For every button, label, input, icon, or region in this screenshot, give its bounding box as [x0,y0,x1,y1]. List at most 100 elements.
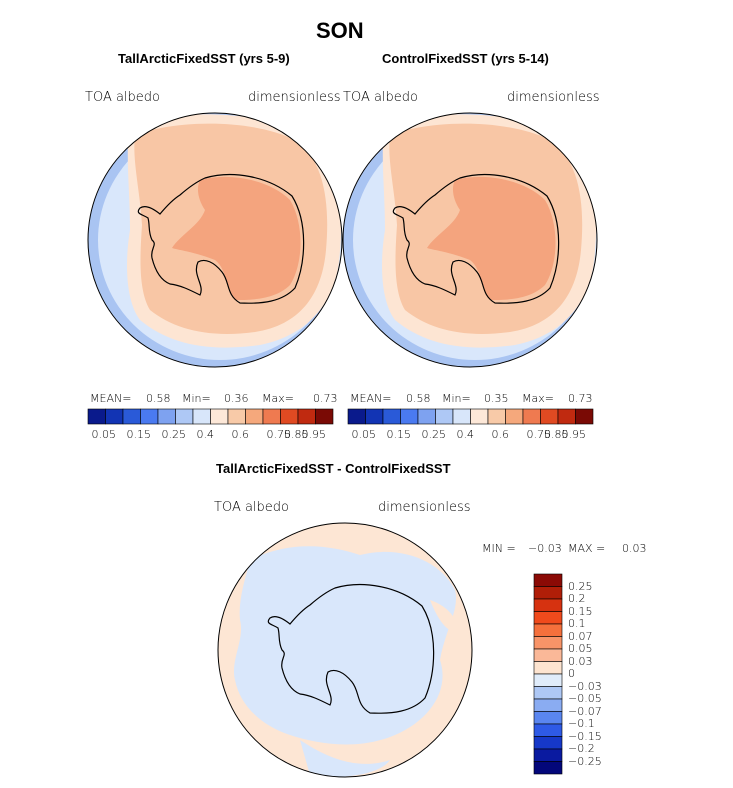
colorbar-right-swatch [505,408,524,425]
colorbar-right-swatch [452,408,471,425]
colorbar-right-swatch [400,408,419,425]
colorbar-left-swatch [297,408,316,425]
colorbar-right-swatch [540,408,559,425]
colorbar-right-swatch [347,408,366,425]
coastline-right [392,173,560,304]
difference-min-value: −0.03 [528,542,562,555]
colorbar-right-tick-label: 0.05 [351,428,377,441]
panel-left-min-value: 0.36 [224,392,249,405]
colorbar-left-tick-label: 0.05 [91,428,117,441]
colorbar-right-swatch [575,408,594,425]
panel-right-mean-label: MEAN= [350,392,392,405]
colorbar-left-swatch [227,408,246,425]
colorbar-difference-tick-label: 0.25 [568,579,593,593]
colorbar-difference-swatch [533,723,563,737]
colorbar-difference-swatch [533,623,563,637]
colorbar-left-swatch [140,408,159,425]
colorbar-left-tick-label: 0.6 [231,428,250,441]
difference-max-value: 0.03 [622,542,647,555]
colorbar-difference-swatch [533,673,563,687]
panel-right-mean-value: 0.58 [406,392,431,405]
colorbar-left-tick-label: 0.4 [196,428,215,441]
colorbar-right-swatch [487,408,506,425]
colorbar-difference-swatch [533,648,563,662]
panel-right-title: ControlFixedSST (yrs 5-14) [382,51,549,66]
panel-left-variable: TOA albedo [85,90,161,105]
colorbar-difference-tick-label: −0.2 [568,742,595,755]
map-left-border [87,112,343,368]
colorbar-left-tick-label: 0.95 [301,428,327,441]
panel-left-min-label: Min= [182,392,211,405]
colorbar-left-swatch [192,408,211,425]
colorbar-difference-swatch [533,711,563,725]
colorbar-difference-swatch [533,661,563,675]
colorbar-difference-tick-label: 0 [568,667,575,680]
colorbar-difference-tick-label: 0.03 [568,654,593,668]
colorbar-left-swatch [262,408,281,425]
colorbar-difference-swatch [533,586,563,600]
colorbar-left-swatch [122,408,141,425]
colorbar-difference [533,573,563,775]
map-difference [218,523,472,777]
difference-max-label: MAX = [568,542,606,555]
colorbar-difference-swatch [533,598,563,612]
panel-right-max-value: 0.73 [568,392,593,405]
colorbar-difference-tick-label: −0.25 [568,754,602,768]
colorbar-difference-swatch [533,736,563,750]
panel-left-mean-label: MEAN= [90,392,132,405]
colorbar-left [87,408,334,425]
colorbar-right-swatch [382,408,401,425]
colorbar-difference-tick-label: 0.1 [568,617,586,630]
colorbar-right-tick-label: 0.75 [526,428,552,441]
difference-variable: TOA albedo [214,500,290,515]
colorbar-difference-swatch [533,611,563,625]
colorbar-difference-swatch [533,636,563,650]
colorbar-right-swatch [417,408,436,425]
colorbar-left-tick-label: 0.75 [266,428,292,441]
colorbar-difference-tick-label: −0.05 [568,692,602,705]
coastline-difference [267,583,435,714]
colorbar-difference-tick-label: −0.1 [568,717,595,730]
panel-left-mean-value: 0.58 [146,392,171,405]
colorbar-difference-tick-label: 0.2 [568,592,586,605]
panel-right-min-label: Min= [442,392,471,405]
colorbar-left-tick-label: 0.85 [284,428,309,441]
map-difference-border [217,522,473,778]
colorbar-left-swatch [315,408,334,425]
colorbar-right-tick-label: 0.95 [561,428,587,441]
colorbar-left-swatch [157,408,176,425]
panel-left-units: dimensionless [248,90,341,105]
panel-right-min-value: 0.35 [484,392,509,405]
coastline-left [137,173,305,304]
colorbar-right-swatch [365,408,384,425]
panel-right-units: dimensionless [507,90,600,105]
colorbar-right-tick-label: 0.6 [491,428,510,441]
colorbar-difference-tick-label: −0.03 [568,679,602,693]
map-left [88,113,342,367]
colorbar-left-swatch [280,408,299,425]
colorbar-difference-tick-label: −0.15 [568,729,602,743]
colorbar-right-tick-label: 0.4 [456,428,475,441]
figure-title: SON [316,18,364,43]
colorbar-left-swatch [87,408,106,425]
panel-left-title: TallArcticFixedSST (yrs 5-9) [118,51,290,66]
difference-min-label: MIN = [482,542,516,555]
colorbar-difference-swatch [533,748,563,762]
panel-right-variable: TOA albedo [343,90,419,105]
colorbar-difference-tick-label: 0.05 [568,642,593,655]
colorbar-difference-swatch [533,573,563,587]
colorbar-difference-swatch [533,761,563,775]
map-right-border [342,112,598,368]
colorbar-left-swatch [175,408,194,425]
map-right [343,113,597,367]
colorbar-right-swatch [470,408,489,425]
difference-title: TallArcticFixedSST - ControlFixedSST [216,461,451,476]
colorbar-left-swatch [210,408,229,425]
colorbar-left-tick-label: 0.15 [126,428,152,441]
panel-left-max-value: 0.73 [313,392,338,405]
panel-right-max-label: Max= [522,392,554,405]
colorbar-left-swatch [105,408,124,425]
colorbar-left-tick-label: 0.25 [161,428,187,441]
colorbar-left-swatch [245,408,264,425]
